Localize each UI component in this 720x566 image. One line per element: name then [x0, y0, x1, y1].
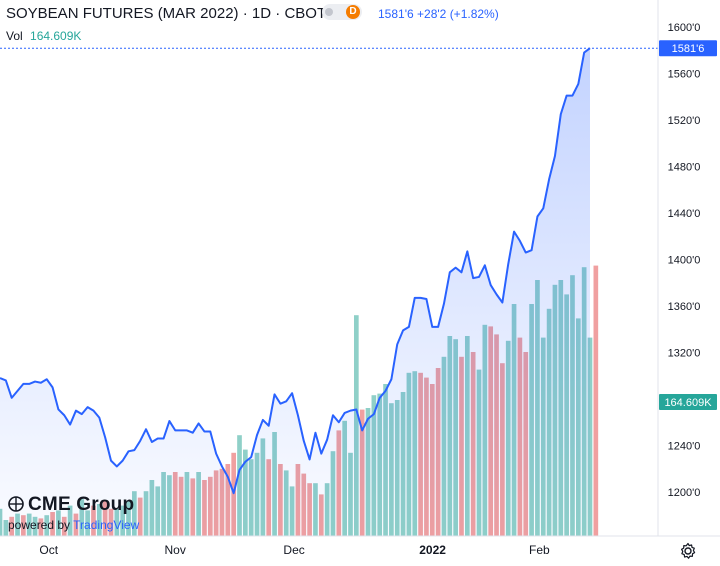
price-tick-label: 1240'0: [668, 441, 701, 453]
price-tick-label: 1400'0: [668, 255, 701, 267]
powered-by-text: powered by: [8, 518, 71, 532]
last-price-label: 1581'6: [659, 40, 717, 57]
exchange: CBOT: [284, 5, 327, 22]
time-tick-label: Oct: [39, 543, 58, 557]
price-tick-label: 1360'0: [668, 301, 701, 313]
price-axis[interactable]: 1200'01240'01280'01320'01360'01400'01440…: [668, 22, 701, 499]
cme-globe-icon: [8, 496, 24, 512]
toggle-dot-icon: [325, 8, 333, 16]
gear-icon[interactable]: [679, 542, 697, 560]
svg-text:164.609K: 164.609K: [664, 397, 712, 409]
time-tick-label: 2022: [419, 543, 446, 557]
time-axis[interactable]: Oct Nov Dec 2022 Feb: [39, 543, 550, 557]
price-tick-label: 1480'0: [668, 162, 701, 174]
symbol-name[interactable]: SOYBEAN FUTURES (MAR 2022): [6, 5, 239, 22]
powered-by: powered by TradingView: [8, 518, 139, 532]
cme-group-logo: CME Group: [8, 494, 139, 516]
market-status-toggle[interactable]: D: [322, 4, 362, 20]
price-readout: 1581'6 +28'2 (+1.82%): [378, 7, 499, 21]
price-tick-label: 1320'0: [668, 348, 701, 360]
price-area: [0, 48, 590, 536]
interval[interactable]: 1D: [251, 5, 272, 22]
volume-bar: [593, 265, 599, 536]
price-tick-label: 1600'0: [668, 22, 701, 34]
svg-text:1581'6: 1581'6: [672, 43, 705, 55]
price-tick-label: 1560'0: [668, 69, 701, 81]
time-tick-label: Nov: [165, 543, 186, 557]
branding[interactable]: CME Group powered by TradingView: [8, 494, 139, 532]
last-price: 1581'6: [378, 7, 414, 21]
price-tick-label: 1200'0: [668, 487, 701, 499]
price-line: [0, 47, 591, 495]
price-tick-label: 1440'0: [668, 208, 701, 220]
toggle-knob: D: [346, 5, 360, 19]
volume-legend: Vol 164.609K: [6, 29, 81, 43]
price-tick-label: 1520'0: [668, 115, 701, 127]
price-change-pct: (+1.82%): [449, 7, 499, 21]
price-change: +28'2: [417, 7, 447, 21]
time-tick-label: Feb: [529, 543, 550, 557]
time-tick-label: Dec: [283, 543, 304, 557]
chart-title: SOYBEAN FUTURES (MAR 2022) · 1D · CBOT: [6, 5, 327, 22]
volume-legend-value: 164.609K: [30, 29, 82, 43]
volume-legend-label: Vol: [6, 29, 23, 43]
tradingview-link[interactable]: TradingView: [73, 518, 140, 532]
cme-group-text: CME Group: [28, 494, 135, 515]
last-volume-label: 164.609K: [659, 394, 717, 410]
